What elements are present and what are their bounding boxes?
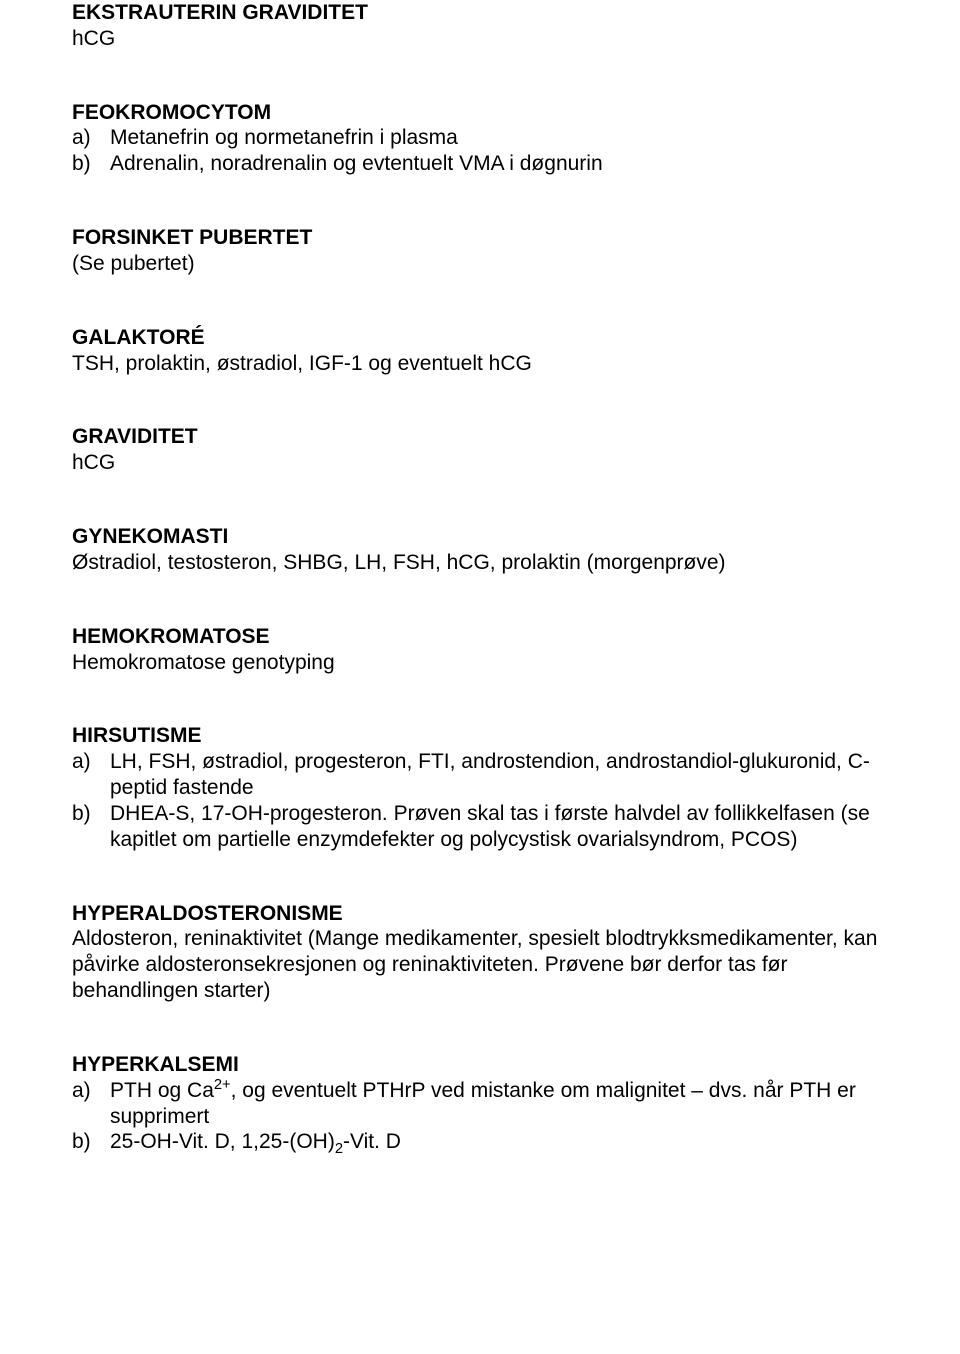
body-galaktore: TSH, prolaktin, østradiol, IGF-1 og even…	[72, 351, 888, 377]
heading-hyperkalsemi: HYPERKALSEMI	[72, 1052, 888, 1078]
heading-ekstrauterin: EKSTRAUTERIN GRAVIDITET	[72, 0, 888, 26]
list-feokromocytom: a) Metanefrin og normetanefrin i plasma …	[72, 125, 888, 177]
section-hirsutisme: HIRSUTISME a) LH, FSH, østradiol, proges…	[72, 723, 888, 852]
section-gynekomasti: GYNEKOMASTI Østradiol, testosteron, SHBG…	[72, 524, 888, 576]
body-ekstrauterin: hCG	[72, 26, 888, 52]
section-hyperkalsemi: HYPERKALSEMI a) PTH og Ca2+, og eventuel…	[72, 1052, 888, 1155]
list-text: 25-OH-Vit. D, 1,25-(OH)2-Vit. D	[110, 1129, 888, 1155]
list-item: a) LH, FSH, østradiol, progesteron, FTI,…	[72, 749, 888, 801]
section-feokromocytom: FEOKROMOCYTOM a) Metanefrin og normetane…	[72, 100, 888, 177]
heading-galaktore: GALAKTORÉ	[72, 325, 888, 351]
body-gynekomasti: Østradiol, testosteron, SHBG, LH, FSH, h…	[72, 550, 888, 576]
body-hemokromatose: Hemokromatose genotyping	[72, 650, 888, 676]
list-marker: a)	[72, 125, 110, 151]
heading-graviditet: GRAVIDITET	[72, 424, 888, 450]
list-item: b) Adrenalin, noradrenalin og evtentuelt…	[72, 151, 888, 177]
heading-gynekomasti: GYNEKOMASTI	[72, 524, 888, 550]
body-graviditet: hCG	[72, 450, 888, 476]
heading-hyperaldosteronisme: HYPERALDOSTERONISME	[72, 901, 888, 927]
text-post: -Vit. D	[343, 1130, 401, 1153]
list-item: b) DHEA-S, 17-OH-progesteron. Prøven ska…	[72, 801, 888, 853]
section-graviditet: GRAVIDITET hCG	[72, 424, 888, 476]
list-marker: a)	[72, 1078, 110, 1104]
superscript: 2+	[214, 1077, 231, 1093]
heading-hirsutisme: HIRSUTISME	[72, 723, 888, 749]
list-item: a) PTH og Ca2+, og eventuelt PTHrP ved m…	[72, 1078, 888, 1130]
section-forsinket-pubertet: FORSINKET PUBERTET (Se pubertet)	[72, 225, 888, 277]
list-text: Adrenalin, noradrenalin og evtentuelt VM…	[110, 151, 888, 177]
list-marker: a)	[72, 749, 110, 775]
list-text: PTH og Ca2+, og eventuelt PTHrP ved mist…	[110, 1078, 888, 1130]
list-text: LH, FSH, østradiol, progesteron, FTI, an…	[110, 749, 888, 801]
heading-forsinket: FORSINKET PUBERTET	[72, 225, 888, 251]
list-text: Metanefrin og normetanefrin i plasma	[110, 125, 888, 151]
list-item: b) 25-OH-Vit. D, 1,25-(OH)2-Vit. D	[72, 1129, 888, 1155]
section-hyperaldosteronisme: HYPERALDOSTERONISME Aldosteron, reninakt…	[72, 901, 888, 1004]
section-ekstrauterin-graviditet: EKSTRAUTERIN GRAVIDITET hCG	[72, 0, 888, 52]
section-hemokromatose: HEMOKROMATOSE Hemokromatose genotyping	[72, 624, 888, 676]
list-hyperkalsemi: a) PTH og Ca2+, og eventuelt PTHrP ved m…	[72, 1078, 888, 1155]
body-hyperaldosteronisme: Aldosteron, reninaktivitet (Mange medika…	[72, 926, 888, 1003]
body-forsinket: (Se pubertet)	[72, 251, 888, 277]
list-marker: b)	[72, 1129, 110, 1155]
subscript: 2	[335, 1142, 343, 1158]
list-text: DHEA-S, 17-OH-progesteron. Prøven skal t…	[110, 801, 888, 853]
text-pre: PTH og Ca	[110, 1079, 214, 1102]
list-item: a) Metanefrin og normetanefrin i plasma	[72, 125, 888, 151]
text-pre: 25-OH-Vit. D, 1,25-(OH)	[110, 1130, 335, 1153]
heading-hemokromatose: HEMOKROMATOSE	[72, 624, 888, 650]
list-marker: b)	[72, 151, 110, 177]
list-hirsutisme: a) LH, FSH, østradiol, progesteron, FTI,…	[72, 749, 888, 852]
heading-feokromocytom: FEOKROMOCYTOM	[72, 100, 888, 126]
section-galaktore: GALAKTORÉ TSH, prolaktin, østradiol, IGF…	[72, 325, 888, 377]
list-marker: b)	[72, 801, 110, 827]
